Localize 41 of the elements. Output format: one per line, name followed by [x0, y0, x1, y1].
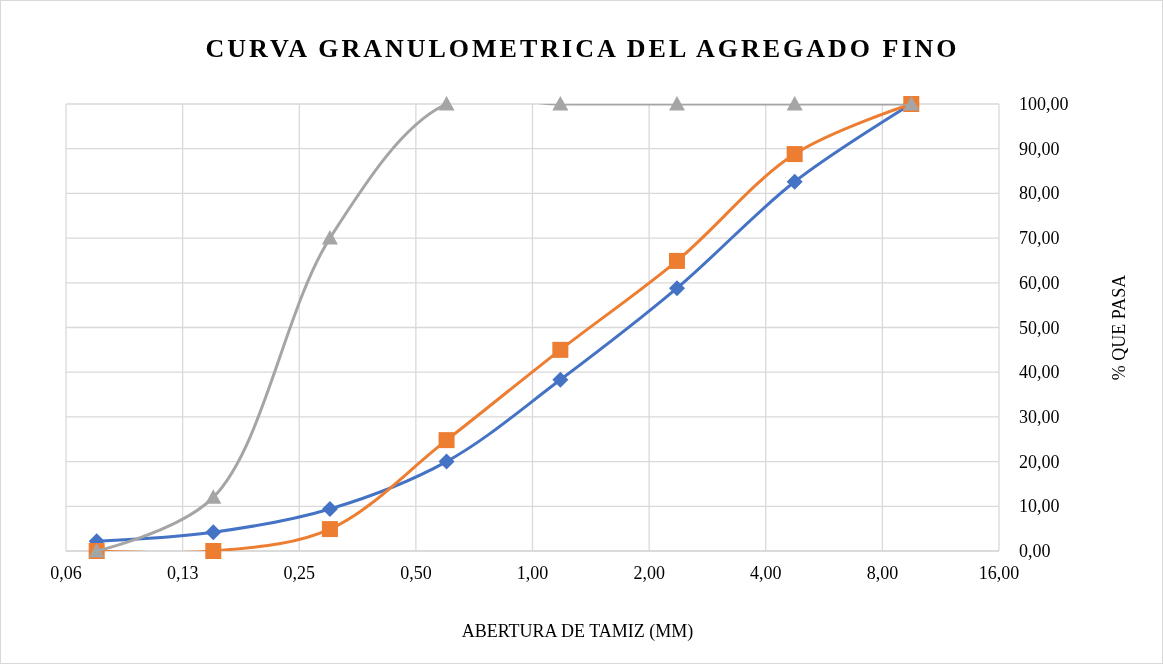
point	[321, 230, 338, 245]
chart-title: CURVA GRANULOMETRICA DEL AGREGADO FINO	[205, 34, 960, 63]
y-tick-label: 30,00	[1019, 406, 1060, 427]
x-axis-title: ABERTURA DE TAMIZ (MM)	[461, 621, 694, 642]
x-tick-label: 0,06	[50, 563, 82, 583]
y-tick-label: 0,00	[1019, 541, 1051, 561]
point	[552, 371, 569, 388]
y-tick-label: 70,00	[1019, 228, 1060, 249]
x-tick-label: 16,00	[978, 563, 1020, 583]
x-tick-label: 0,25	[283, 563, 315, 583]
y-tick-label: 50,00	[1019, 317, 1060, 338]
x-tick-label: 8,00	[866, 563, 899, 583]
point	[438, 432, 455, 449]
point	[321, 521, 338, 538]
point	[668, 96, 685, 111]
point	[205, 524, 222, 541]
point	[786, 173, 803, 190]
x-tick-label: 2,00	[633, 563, 665, 583]
point	[668, 280, 685, 297]
y-axis-title: % QUE PASA	[1109, 274, 1129, 381]
point	[668, 252, 685, 269]
y-tick-label: 40,00	[1019, 362, 1060, 383]
point	[438, 453, 455, 470]
x-tick-label: 0,13	[166, 563, 199, 583]
y-tick-label: 10,00	[1019, 496, 1060, 517]
point	[205, 489, 222, 504]
y-tick-label: 80,00	[1019, 183, 1060, 204]
y-tick-label: 60,00	[1019, 272, 1060, 293]
x-tick-label: 4,00	[750, 563, 782, 583]
point	[552, 96, 569, 111]
x-tick-label: 1,00	[516, 563, 549, 583]
point	[786, 96, 803, 111]
y-tick-label: 90,00	[1019, 138, 1060, 159]
point	[786, 146, 803, 163]
point	[552, 341, 569, 358]
y-tick-label: 20,00	[1019, 451, 1060, 472]
x-tick-label: 0,50	[400, 563, 432, 583]
y-tick-label: 100,00	[1019, 94, 1069, 114]
point	[205, 543, 222, 559]
point	[438, 96, 455, 111]
point	[321, 500, 338, 517]
